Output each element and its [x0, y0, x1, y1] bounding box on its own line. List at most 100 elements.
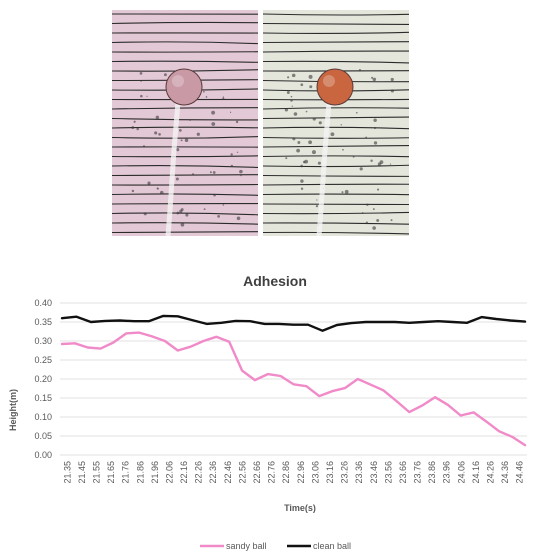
splatter: [311, 150, 316, 155]
splatter: [222, 97, 225, 100]
adhesion-chart: Adhesion 0.00 0.05 0.10 0.15 0.20 0.25 0.30 0.3…: [8, 273, 527, 551]
y-axis-title: Height(m): [8, 389, 18, 431]
splatter: [315, 204, 319, 208]
splatter: [155, 115, 160, 120]
splash-trail: [316, 101, 332, 236]
y-tick-label: 0.25: [34, 355, 52, 365]
x-tick-label: 23.86: [427, 461, 437, 484]
splatter: [179, 209, 183, 213]
x-tick-label: 23.76: [413, 461, 423, 484]
splatter: [139, 72, 143, 75]
splatter: [291, 105, 293, 107]
x-tick-label: 24.16: [471, 461, 481, 484]
paper-line: [112, 212, 258, 216]
x-tick-label: 22.76: [267, 461, 277, 484]
y-tick-label: 0.00: [34, 450, 52, 460]
splatter: [373, 118, 377, 122]
splatter: [390, 77, 394, 82]
clean-ball-image: [263, 10, 409, 236]
photo-background: [263, 10, 409, 236]
splatter: [284, 108, 288, 112]
splatter: [373, 126, 377, 130]
x-tick-label: 23.96: [442, 461, 452, 484]
splatter: [143, 212, 147, 216]
splatter: [222, 96, 225, 98]
splatter: [317, 161, 321, 165]
paper-line: [112, 107, 258, 110]
splatter: [372, 208, 375, 211]
paper-line: [112, 21, 258, 25]
x-tick-label: 23.16: [325, 461, 335, 484]
splatter: [175, 177, 179, 181]
paper-line: [112, 126, 258, 129]
x-tick-label: 23.06: [310, 461, 320, 484]
splatter: [158, 133, 161, 136]
x-tick-label: 21.45: [77, 461, 87, 484]
paper-line: [112, 136, 258, 139]
splatter: [290, 95, 293, 98]
x-tick-label: 21.86: [135, 461, 145, 484]
paper-line: [263, 231, 409, 235]
splatter: [184, 138, 189, 142]
splatter: [291, 73, 296, 78]
paper-line: [112, 222, 258, 225]
splatter: [304, 159, 309, 164]
paper-line: [263, 174, 409, 177]
splatter: [164, 73, 167, 77]
splatter: [230, 164, 233, 168]
x-tick-label: 22.46: [223, 461, 233, 484]
paper-line: [263, 31, 409, 35]
paper-line: [263, 41, 409, 44]
x-tick-label: 21.35: [62, 461, 72, 484]
x-tick-label: 22.96: [296, 461, 306, 484]
y-tick-label: 0.35: [34, 317, 52, 327]
splatter: [213, 193, 216, 197]
sandy-ball-photo: [112, 10, 258, 236]
x-tick-label: 23.26: [340, 461, 350, 484]
splatter: [131, 189, 135, 193]
x-tick-label: 21.65: [106, 461, 116, 484]
paper-line: [112, 193, 258, 196]
paper-line: [112, 155, 258, 158]
chart-title: Adhesion: [243, 273, 307, 289]
y-axis-ticks: 0.00 0.05 0.10 0.15 0.20 0.25 0.30 0.35 0.40: [34, 298, 52, 460]
paper-line: [112, 60, 258, 63]
legend-label-sandy-ball: sandy ball: [226, 541, 267, 551]
splatter: [285, 157, 288, 160]
splatter: [296, 148, 300, 153]
x-tick-label: 23.36: [354, 461, 364, 484]
paper-line: [263, 50, 409, 53]
y-tick-label: 0.10: [34, 412, 52, 422]
splatter: [290, 99, 293, 102]
x-tick-label: 22.66: [252, 461, 262, 484]
paper-line: [112, 117, 258, 121]
photo-background: [112, 10, 258, 236]
splatter: [372, 77, 377, 82]
splatter: [211, 122, 216, 126]
paper-line: [263, 211, 409, 215]
legend-label-clean-ball: clean ball: [313, 541, 351, 551]
splatter: [133, 120, 136, 123]
paper-line: [263, 222, 409, 225]
splatter: [217, 215, 220, 218]
x-axis-title: Time(s): [284, 503, 316, 513]
paper-line: [112, 165, 258, 169]
y-tick-label: 0.15: [34, 393, 52, 403]
splatter: [340, 124, 342, 126]
x-tick-label: 23.46: [369, 461, 379, 484]
splatter: [236, 151, 239, 153]
splatter: [136, 127, 139, 131]
splatter: [292, 137, 296, 141]
splatter: [372, 226, 376, 230]
splatter: [156, 187, 159, 190]
splatter: [286, 91, 290, 95]
splatter: [202, 90, 205, 93]
chart-legend: sandy ball clean ball: [200, 541, 351, 551]
x-tick-label: 24.46: [515, 461, 525, 484]
x-tick-label: 23.66: [398, 461, 408, 484]
splatter: [240, 174, 242, 177]
splatter: [330, 132, 335, 137]
splatter: [191, 173, 195, 176]
paper-line: [263, 193, 409, 196]
splatter: [293, 112, 298, 116]
